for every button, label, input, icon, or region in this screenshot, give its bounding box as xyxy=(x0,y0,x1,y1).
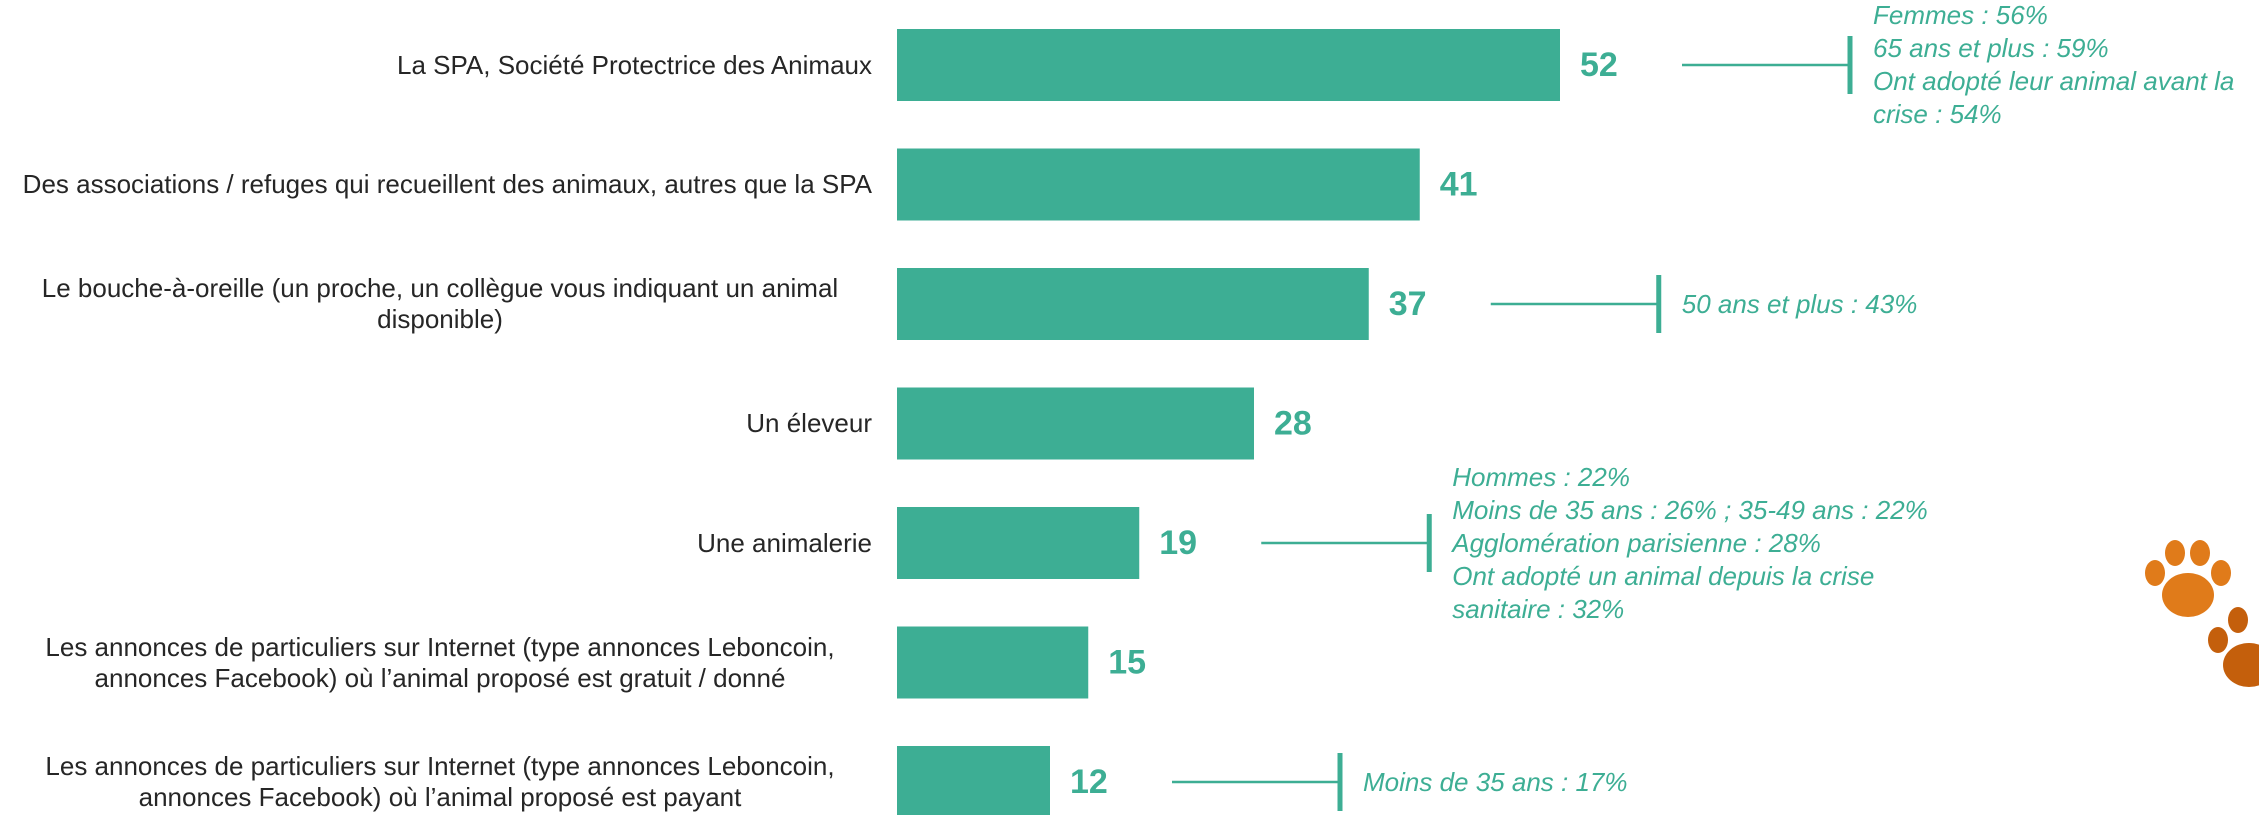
annotation-line: Hommes : 22% xyxy=(1452,461,1630,492)
bar xyxy=(897,387,1254,460)
annotation-line: 50 ans et plus : 43% xyxy=(1681,288,1918,319)
value-label: 12 xyxy=(1070,763,1108,801)
category-label: Des associations / refuges qui recueille… xyxy=(8,135,872,235)
annotation-line: Agglomération parisienne : 28% xyxy=(1452,527,1821,558)
category-label: Les annonces de particuliers sur Interne… xyxy=(8,732,872,815)
value-label: 41 xyxy=(1440,165,1478,203)
bar xyxy=(897,507,1140,579)
annotation: 50 ans et plus : 43% xyxy=(1682,288,1918,321)
value-label: 52 xyxy=(1580,46,1618,84)
bar xyxy=(897,268,1369,340)
annotation-line: Moins de 35 ans : 17% xyxy=(1363,766,1628,797)
category-text: Des associations / refuges qui recueille… xyxy=(22,169,872,199)
annotation-line: Ont adopté un animal depuis la crise san… xyxy=(1452,560,1875,624)
bar xyxy=(897,746,1050,815)
bar xyxy=(897,29,1560,101)
category-label: Un éleveur xyxy=(8,374,872,474)
bar xyxy=(897,626,1089,699)
category-text: Les annonces de particuliers sur Interne… xyxy=(45,751,835,812)
paw-decoration xyxy=(2145,540,2259,687)
annotation-line: Moins de 35 ans : 26% ; 35-49 ans : 22% xyxy=(1452,494,1928,525)
annotation: Femmes : 56% 65 ans et plus : 59% Ont adop… xyxy=(1873,0,2249,131)
category-label: Les annonces de particuliers sur Interne… xyxy=(8,613,872,713)
category-text: Les annonces de particuliers sur Interne… xyxy=(45,631,835,693)
annotation-line: 65 ans et plus : 59% xyxy=(1873,33,2109,63)
annotation-line: Femmes : 56% xyxy=(1873,0,2048,30)
value-label: 37 xyxy=(1389,285,1427,323)
category-label: Le bouche-à-oreille (un proche, un collè… xyxy=(8,254,872,354)
value-label: 28 xyxy=(1274,404,1312,442)
category-label: Une animalerie xyxy=(8,493,872,593)
bar xyxy=(897,148,1420,221)
annotation: Moins de 35 ans : 17% xyxy=(1363,766,1628,799)
annotation: Hommes : 22% Moins de 35 ans : 26% ; 35-4… xyxy=(1452,461,1972,626)
value-label: 19 xyxy=(1159,524,1197,562)
category-text: Un éleveur xyxy=(746,408,872,438)
category-text: La SPA, Société Protectrice des Animaux xyxy=(397,49,872,80)
value-label: 15 xyxy=(1108,643,1146,681)
category-text: Le bouche-à-oreille (un proche, un collè… xyxy=(41,273,839,334)
annotation-line: Ont adopté leur animal avant la crise : … xyxy=(1873,66,2235,129)
category-label: La SPA, Société Protectrice des Animaux xyxy=(8,15,872,115)
category-text: Une animalerie xyxy=(697,527,872,558)
